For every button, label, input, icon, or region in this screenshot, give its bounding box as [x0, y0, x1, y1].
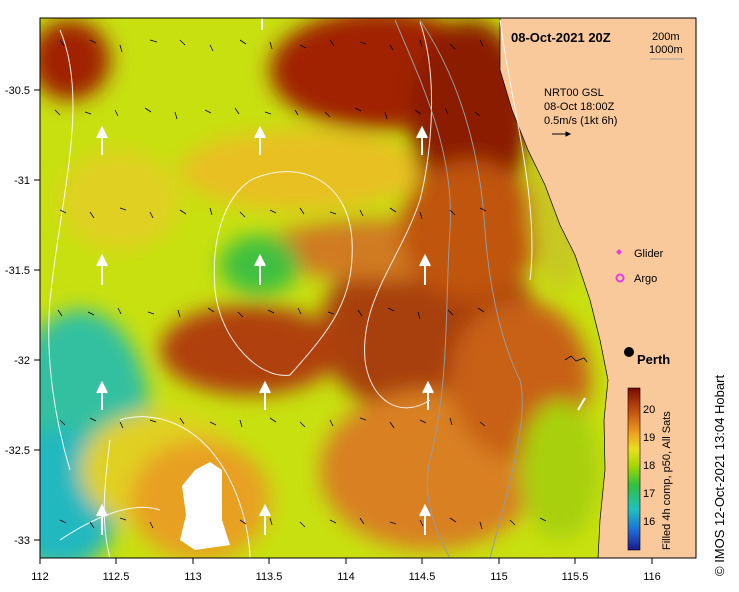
- current-source: NRT00 GSL: [544, 87, 604, 99]
- argo-legend-label: Argo: [634, 273, 657, 285]
- x-tick-labels: 112 112.5 113 113.5 114 114.5 115 115.5 …: [31, 571, 661, 583]
- map-title: 08-Oct-2021 20Z: [511, 30, 611, 45]
- colorbar-tick: 18: [643, 460, 655, 472]
- glider-legend-label: Glider: [634, 248, 664, 260]
- y-tick-label: -33: [14, 535, 30, 547]
- plot-frame: [39, 17, 697, 559]
- y-tick-labels: -30.5 -31 -31.5 -32 -32.5 -33: [5, 85, 30, 547]
- current-time: 08-Oct 18:00Z: [544, 101, 615, 113]
- contour-label-1000m: 1000m: [649, 44, 683, 56]
- current-scale-arrow: [552, 131, 572, 137]
- colorbar-tick: 20: [643, 404, 655, 416]
- x-tick-label: 115.5: [562, 571, 589, 583]
- y-tick-label: -32.5: [5, 445, 30, 457]
- sst-field: [40, 18, 696, 558]
- x-tick-label: 112: [31, 571, 49, 583]
- colorbar-tick: 16: [643, 516, 655, 528]
- x-tick-label: 114: [337, 571, 355, 583]
- x-tick-label: 115: [490, 571, 508, 583]
- y-tick-label: -30.5: [5, 85, 30, 97]
- colorbar-tick: 17: [643, 488, 655, 500]
- x-tick-label: 116: [643, 571, 661, 583]
- colorbar-tick: 19: [643, 432, 655, 444]
- axis-ticks: [34, 89, 653, 564]
- perth-marker: [624, 347, 634, 357]
- land-area: [499, 18, 696, 558]
- colorbar-ticks: 16 17 18 19 20: [643, 404, 655, 528]
- x-tick-label: 113.5: [256, 571, 283, 583]
- x-tick-label: 114.5: [409, 571, 436, 583]
- contour-label-200m: 200m: [652, 31, 680, 43]
- x-tick-label: 113: [184, 571, 202, 583]
- current-scale: 0.5m/s (1kt 6h): [544, 115, 617, 127]
- imos-credit: © IMOS 12-Oct-2021 13:04 Hobart: [712, 374, 727, 576]
- glider-track-arrows: [96, 18, 586, 535]
- current-vectors: [54, 39, 547, 530]
- y-tick-label: -32: [14, 355, 30, 367]
- colorbar-label: Filled 4h comp, p50, All Sats: [661, 411, 673, 550]
- shelf-contours: [394, 19, 523, 558]
- colorbar: [627, 387, 641, 551]
- y-tick-label: -31: [14, 175, 30, 187]
- argo-legend-icon: [615, 273, 625, 283]
- glider-legend-icon: [616, 249, 622, 255]
- city-label-perth: Perth: [637, 352, 670, 367]
- y-tick-label: -31.5: [5, 265, 30, 277]
- x-tick-label: 112.5: [103, 571, 130, 583]
